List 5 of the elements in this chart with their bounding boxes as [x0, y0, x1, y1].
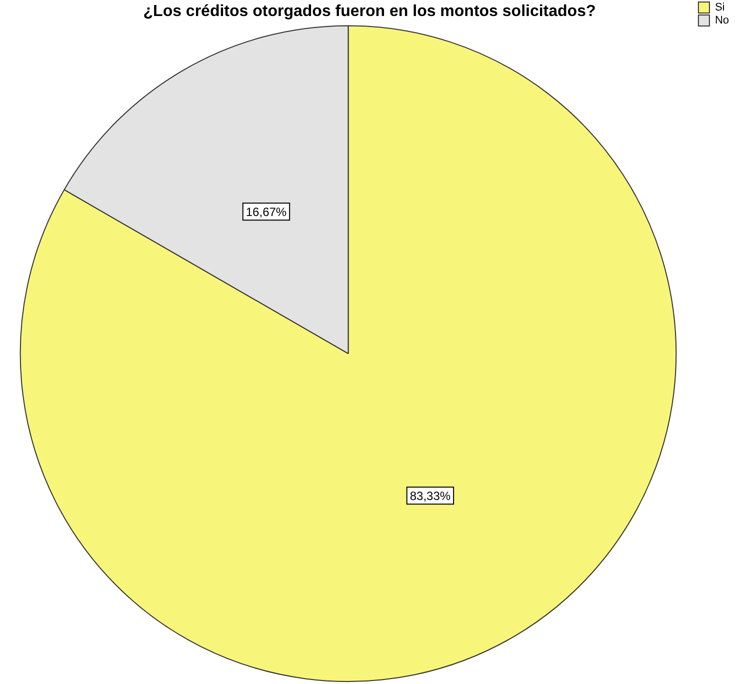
data-label: 16,67% — [246, 204, 287, 219]
chart-title: ¿Los créditos otorgados fueron en los montos solicitados? — [143, 3, 596, 20]
data-label: 83,33% — [410, 488, 451, 503]
legend-label: Si — [714, 2, 725, 14]
legend-label: No — [714, 14, 729, 27]
